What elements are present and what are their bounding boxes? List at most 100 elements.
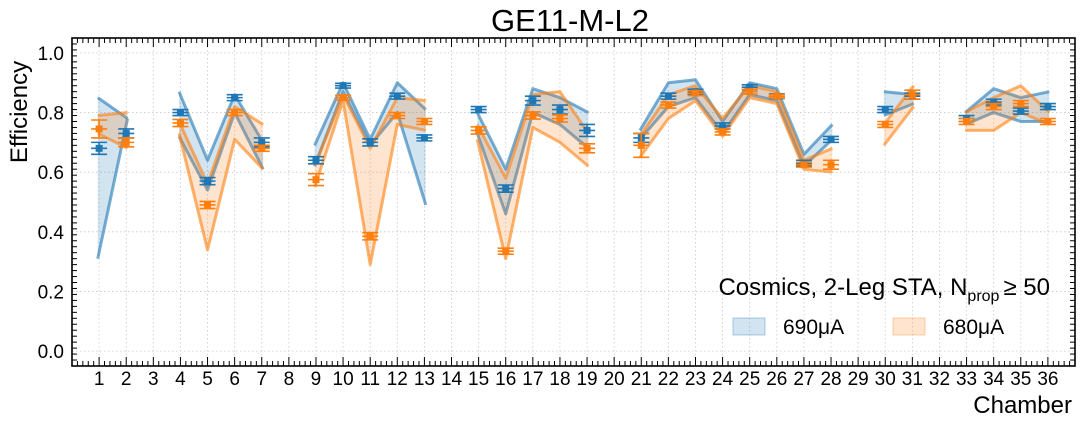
x-tick-label: 11 xyxy=(360,369,380,390)
x-tick-label: 24 xyxy=(712,369,734,390)
marker-square xyxy=(122,138,130,146)
marker-square xyxy=(204,201,212,209)
points-layer xyxy=(91,82,1056,255)
data-point xyxy=(904,89,921,100)
data-point xyxy=(579,143,596,154)
data-point xyxy=(199,200,216,210)
data-point xyxy=(172,118,189,128)
marker-square xyxy=(556,106,564,114)
marker-square xyxy=(800,161,808,169)
band-fill xyxy=(97,112,128,149)
y-tick-label: 0.2 xyxy=(38,282,64,303)
data-point xyxy=(91,119,108,139)
data-point xyxy=(226,93,243,102)
data-point xyxy=(823,135,840,144)
marker-square xyxy=(746,88,754,96)
data-point xyxy=(687,89,704,97)
x-tick-label: 25 xyxy=(739,369,760,390)
marker-square xyxy=(583,126,591,134)
band-upper-line xyxy=(97,111,128,118)
x-tick-label: 17 xyxy=(522,369,543,390)
marker-square xyxy=(176,119,184,127)
x-tick-label: 13 xyxy=(414,369,435,390)
data-point xyxy=(660,92,677,100)
band-lower-line xyxy=(964,111,1050,126)
x-tick-label: 3 xyxy=(148,369,159,390)
legend-title-tail: ≥ 50 xyxy=(1003,274,1050,301)
band-upper-line xyxy=(313,93,426,167)
data-point xyxy=(172,108,189,117)
x-axis-label: Chamber xyxy=(973,392,1072,419)
y-tick-label: 0.0 xyxy=(38,342,64,363)
data-point xyxy=(416,117,433,126)
data-point xyxy=(958,117,975,126)
marker-square xyxy=(963,117,971,125)
x-tick-label: 12 xyxy=(387,369,408,390)
marker-square xyxy=(122,129,130,137)
data-point xyxy=(226,108,243,117)
marker-square xyxy=(475,106,483,114)
x-tick-label: 15 xyxy=(468,369,489,390)
x-tick-label: 34 xyxy=(983,369,1005,390)
marker-square xyxy=(502,185,510,193)
data-point xyxy=(470,105,487,114)
x-tick-label: 23 xyxy=(685,369,706,390)
legend-title: Cosmics, 2-Leg STA, Nprop ≥ 50 xyxy=(718,274,1050,305)
marker-square xyxy=(556,115,564,123)
data-point xyxy=(633,132,650,159)
x-tick-label: 6 xyxy=(229,369,240,390)
data-point xyxy=(524,111,541,120)
marker-square xyxy=(204,177,212,185)
marker-square xyxy=(420,134,428,142)
marker-square xyxy=(881,106,889,114)
marker-square xyxy=(420,117,428,125)
band-upper-line xyxy=(964,84,1051,114)
data-point xyxy=(335,94,352,102)
x-tick-label: 14 xyxy=(441,369,463,390)
marker-square xyxy=(339,82,347,90)
legend: Cosmics, 2-Leg STA, Nprop ≥ 50 690μA 680μA xyxy=(718,274,1050,339)
marker-square xyxy=(719,122,727,130)
marker-square xyxy=(312,156,320,164)
marker-square xyxy=(393,92,401,100)
band-lower-line xyxy=(883,102,915,117)
data-point xyxy=(714,128,731,136)
y-tick-label: 0.6 xyxy=(38,163,64,184)
data-point xyxy=(1039,117,1056,126)
x-tick-label: 35 xyxy=(1010,369,1031,390)
band-lower-line xyxy=(177,133,265,252)
marker-square xyxy=(95,144,103,152)
marker-square xyxy=(827,135,835,143)
x-tick-label: 5 xyxy=(202,369,213,390)
legend-entry: 680μA xyxy=(892,316,1004,339)
data-point xyxy=(389,111,406,120)
band-upper-line xyxy=(475,90,590,180)
marker-square xyxy=(637,141,645,149)
legend-swatch xyxy=(732,317,766,336)
y-tick-label: 0.4 xyxy=(38,223,65,244)
data-point xyxy=(1012,107,1029,115)
marker-square xyxy=(312,176,320,184)
marker-square xyxy=(908,91,916,99)
marker-square xyxy=(366,138,374,146)
band-lower-line xyxy=(882,105,915,147)
band-lower-line xyxy=(638,96,833,174)
data-point xyxy=(335,82,352,90)
x-tick-label: 7 xyxy=(256,369,267,390)
marker-square xyxy=(529,112,537,120)
x-tick-label: 9 xyxy=(311,369,322,390)
marker-square xyxy=(258,138,266,146)
x-tick-label: 18 xyxy=(549,369,570,390)
data-point xyxy=(307,155,324,165)
data-point xyxy=(660,101,677,109)
plot-frame xyxy=(71,37,1076,367)
data-point xyxy=(985,102,1002,111)
marker-square xyxy=(664,101,672,109)
x-tick-label: 1 xyxy=(94,369,105,390)
legend-label: 690μA xyxy=(783,316,844,339)
band-upper-line xyxy=(177,91,265,162)
marker-square xyxy=(1017,100,1025,108)
x-tick-label: 29 xyxy=(848,369,869,390)
data-point xyxy=(389,92,406,100)
